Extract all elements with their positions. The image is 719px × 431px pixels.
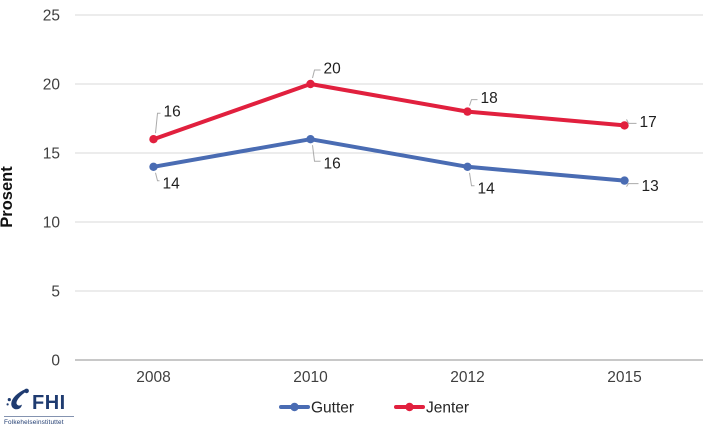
leader-line <box>312 145 321 162</box>
data-label: 16 <box>324 156 341 173</box>
leader-line <box>469 172 475 187</box>
x-tick-label: 2015 <box>607 369 641 386</box>
x-tick-label: 2010 <box>293 369 328 386</box>
x-tick-label: 2008 <box>136 369 170 386</box>
data-label: 20 <box>324 61 342 78</box>
y-tick-label: 5 <box>51 284 60 301</box>
legend: Gutter Jenter <box>279 400 469 417</box>
y-tick-label: 0 <box>51 353 60 370</box>
fhi-logo-row: FHI <box>4 387 78 413</box>
legend-item-jenter: Jenter <box>394 400 469 417</box>
legend-dot-marker-icon <box>290 402 299 412</box>
fhi-bird-icon <box>6 388 29 410</box>
data-label: 17 <box>640 114 657 131</box>
legend-label-gutter: Gutter <box>311 400 354 417</box>
y-axis-title: Prosent <box>0 166 16 228</box>
fhi-logo-subtitle: Folkehelseinstituttet <box>4 418 64 426</box>
leader-line <box>469 99 478 106</box>
y-tick-label: 20 <box>43 77 61 94</box>
legend-item-gutter: Gutter <box>279 400 354 417</box>
x-tick-label: 2012 <box>450 369 484 386</box>
fhi-logo-text: FHI <box>32 392 66 414</box>
series-line-gutter <box>151 137 627 183</box>
data-label: 16 <box>164 104 181 121</box>
data-label: 14 <box>478 180 496 197</box>
y-tick-label: 25 <box>43 8 60 25</box>
legend-label-jenter: Jenter <box>426 400 469 417</box>
plot-area: 0 5 10 15 20 25 2008 2010 2012 2015 14 16 14 13 16 20 18… <box>43 8 703 386</box>
data-label: 13 <box>642 178 659 195</box>
data-point <box>306 79 315 89</box>
leader-line <box>626 183 639 187</box>
leader-line <box>155 112 161 134</box>
y-tick-label: 10 <box>43 215 61 232</box>
y-tick-label: 15 <box>43 146 60 163</box>
data-point <box>149 162 158 171</box>
data-label: 18 <box>481 90 498 107</box>
leader-line <box>626 119 637 124</box>
logo-divider <box>4 416 74 417</box>
data-point <box>463 162 472 171</box>
series-line-jenter <box>151 82 627 142</box>
leader-line <box>312 69 321 79</box>
data-point <box>620 121 629 130</box>
data-point <box>149 135 158 144</box>
legend-dot-marker-icon <box>405 402 414 412</box>
data-point <box>463 107 472 116</box>
fhi-logo: FHI Folkehelseinstituttet <box>4 387 78 426</box>
data-label: 14 <box>163 175 181 192</box>
data-point <box>620 176 629 185</box>
data-point <box>306 135 315 144</box>
leader-line <box>155 172 160 182</box>
